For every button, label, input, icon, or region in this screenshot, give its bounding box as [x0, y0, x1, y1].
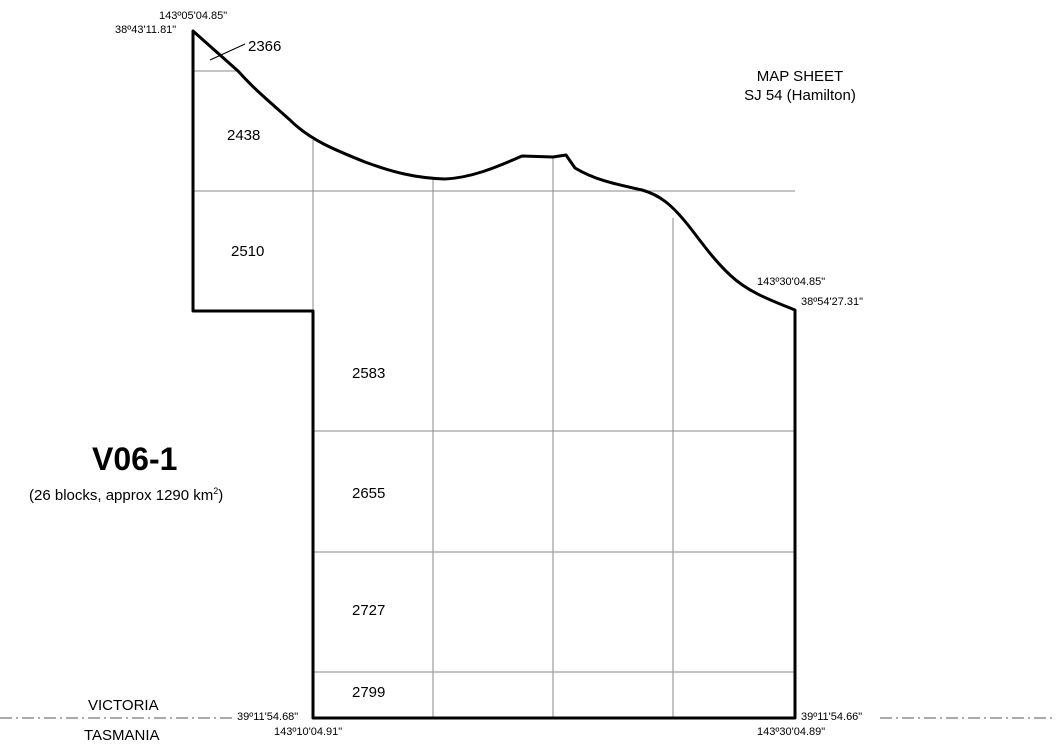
coord-right-lon: 143º30'04.85" [757, 276, 826, 288]
block-label-2438: 2438 [227, 127, 261, 144]
area-summary-end: ) [218, 487, 224, 504]
coord-top-left-lat: 38º43'11.81" [115, 24, 177, 36]
coord-top-left-lon: 143º05'04.85" [159, 10, 228, 22]
block-label-2727: 2727 [352, 602, 386, 619]
map-sheet-label: MAP SHEET SJ 54 (Hamilton) [730, 67, 870, 105]
block-2366-leader [209, 43, 246, 61]
coord-bottom-right-lat: 39º11'54.66" [801, 711, 863, 723]
block-label-2510: 2510 [231, 243, 265, 260]
block-grid [193, 70, 795, 718]
area-summary: (26 blocks, approx 1290 km2) [29, 486, 223, 504]
area-summary-text: (26 blocks, approx 1290 km [29, 487, 214, 504]
block-label-2366: 2366 [248, 38, 282, 55]
permit-boundary [191, 29, 797, 720]
coord-bottom-left-lon: 143º10'04.91" [274, 726, 343, 738]
map-sheet-line2: SJ 54 (Hamilton) [744, 87, 856, 104]
block-label-2583: 2583 [352, 365, 386, 382]
coord-right-lat: 38º54'27.31" [801, 296, 864, 308]
coord-bottom-right-lon: 143º30'04.89" [757, 726, 826, 738]
state-label-victoria: VICTORIA [88, 697, 159, 714]
state-label-tasmania: TASMANIA [84, 727, 160, 744]
area-summary-sup: 2 [213, 486, 219, 496]
block-label-2655: 2655 [352, 485, 386, 502]
map-sheet-line1: MAP SHEET [756, 68, 844, 85]
block-label-2799: 2799 [352, 684, 386, 701]
area-title: V06-1 [92, 441, 178, 477]
coord-bottom-left-lat: 39º11'54.68" [237, 711, 299, 723]
